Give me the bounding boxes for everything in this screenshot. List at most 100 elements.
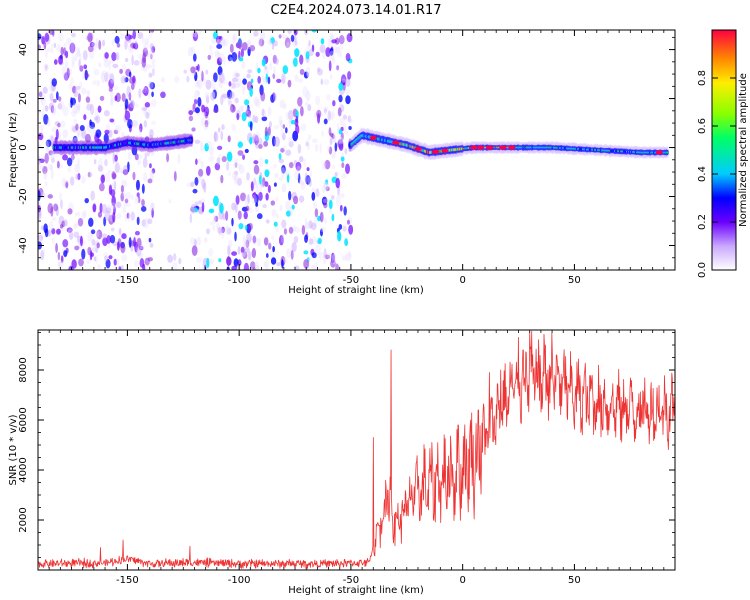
noise-blob (200, 117, 205, 127)
noise-blob (124, 77, 129, 83)
noise-blob (128, 236, 132, 248)
noise-blob (236, 112, 240, 121)
noise-blob (131, 145, 138, 156)
noise-blob (109, 95, 114, 106)
noise-blob (74, 52, 78, 62)
noise-blob (108, 78, 115, 89)
noise-blob (300, 182, 306, 190)
noise-blob (160, 91, 166, 99)
noise-blob (49, 92, 54, 102)
noise-blob (285, 127, 288, 134)
noise-blob (286, 41, 290, 48)
noise-blob (82, 50, 88, 61)
noise-blob (58, 101, 65, 111)
noise-blob (66, 37, 72, 46)
noise-blob (197, 97, 202, 107)
noise-blob (341, 173, 347, 179)
noise-blob (210, 78, 215, 90)
noise-blob (52, 104, 56, 114)
noise-blob (200, 160, 204, 169)
noise-blob (120, 192, 125, 202)
snr-series-line (38, 330, 675, 569)
noise-blob (58, 32, 64, 43)
noise-blob (220, 95, 224, 106)
noise-blob (288, 190, 292, 201)
noise-blob (255, 98, 261, 108)
noise-blob (269, 62, 273, 71)
noise-blob (96, 242, 100, 249)
noise-blob (76, 48, 81, 58)
noise-blob (50, 169, 54, 180)
noise-blob (202, 183, 206, 192)
noise-blob (329, 47, 334, 56)
noise-blob (166, 153, 170, 163)
noise-blob (79, 235, 83, 247)
noise-blob (335, 263, 340, 270)
noise-blob (313, 201, 317, 209)
noise-blob (43, 63, 49, 72)
noise-blob (198, 200, 202, 205)
noise-blob (293, 195, 299, 205)
noise-blob (149, 150, 155, 157)
noise-blob (207, 54, 212, 61)
noise-blob (142, 86, 148, 94)
colorbar-gradient (712, 30, 736, 270)
band-hotspot (414, 146, 422, 151)
noise-blob (310, 264, 316, 270)
noise-blob (246, 41, 252, 47)
noise-blob (292, 57, 298, 67)
noise-blob (198, 168, 204, 177)
noise-blob (144, 102, 151, 108)
noise-blob (129, 48, 133, 54)
noise-blob (133, 259, 139, 268)
noise-blob (228, 171, 232, 177)
noise-blob (206, 228, 211, 235)
noise-blob (279, 99, 286, 109)
noise-blob (304, 224, 308, 229)
noise-blob (282, 103, 287, 110)
noise-blob (141, 183, 145, 194)
noise-blob (42, 165, 48, 175)
noise-blob (238, 106, 244, 113)
noise-blob (67, 166, 72, 173)
noise-blob (273, 182, 277, 187)
noise-blob (337, 230, 342, 242)
noise-blob (76, 129, 83, 138)
noise-blob (264, 126, 268, 137)
noise-blob (305, 142, 309, 147)
noise-blob (111, 39, 115, 47)
noise-blob (229, 43, 234, 53)
noise-blob (261, 108, 265, 117)
noise-blob (348, 126, 352, 131)
noise-blob (74, 87, 81, 94)
noise-blob (58, 55, 64, 65)
noise-blob (282, 65, 289, 75)
noise-blob (220, 37, 226, 46)
noise-blob (292, 39, 297, 48)
noise-blob (45, 140, 49, 150)
noise-blob (79, 125, 85, 132)
noise-blob (122, 203, 127, 214)
noise-blob (87, 172, 93, 178)
noise-blob (288, 116, 292, 124)
noise-blob (270, 257, 277, 265)
noise-blob (270, 250, 275, 259)
noise-blob (311, 44, 315, 53)
noise-blob (51, 157, 55, 164)
noise-blob (225, 210, 229, 222)
noise-blob (118, 227, 122, 235)
noise-blob (334, 172, 338, 178)
noise-blob (113, 85, 119, 91)
noise-blob (306, 141, 310, 151)
noise-blob (139, 244, 144, 250)
noise-blob (104, 255, 108, 262)
noise-blob (142, 89, 148, 95)
noise-blob (65, 50, 69, 59)
noise-blob (97, 264, 102, 269)
noise-blob (218, 153, 222, 163)
noise-blob (75, 103, 81, 115)
noise-blob (86, 103, 92, 111)
noise-blob (242, 235, 247, 246)
noise-blob (267, 39, 273, 46)
noise-blob (206, 140, 213, 148)
